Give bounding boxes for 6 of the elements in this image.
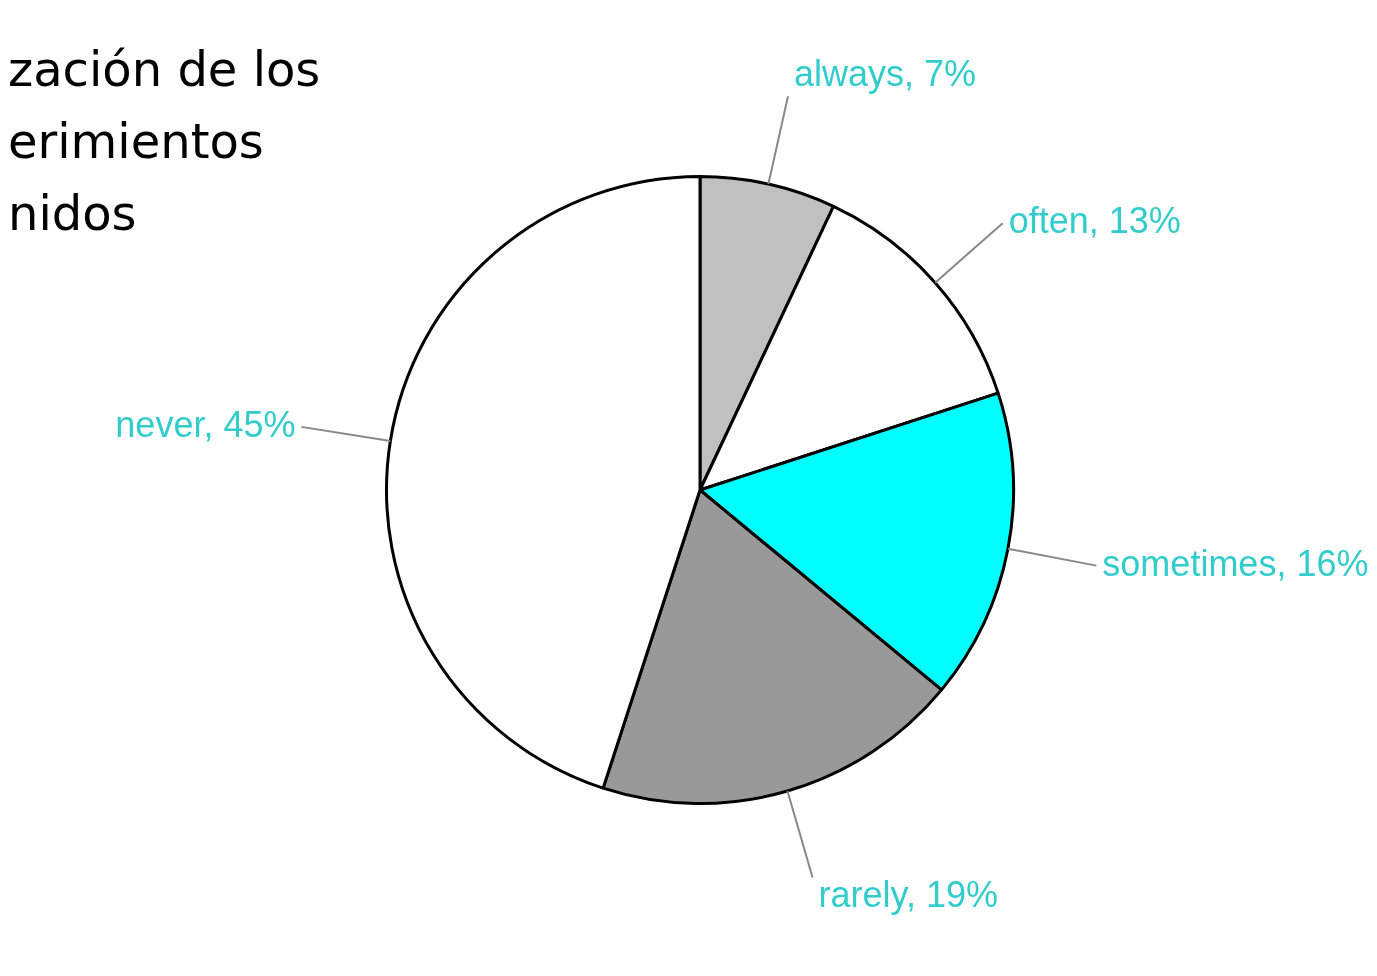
slice-label: rarely, 19% xyxy=(818,874,998,916)
slice-label: always, 7% xyxy=(794,53,977,95)
slice-label: never, 45% xyxy=(115,403,296,445)
text: zación de los erimientos nidos xyxy=(8,40,321,243)
slice-label: often, 13% xyxy=(1008,200,1181,242)
slice-label: sometimes, 16% xyxy=(1102,542,1369,584)
